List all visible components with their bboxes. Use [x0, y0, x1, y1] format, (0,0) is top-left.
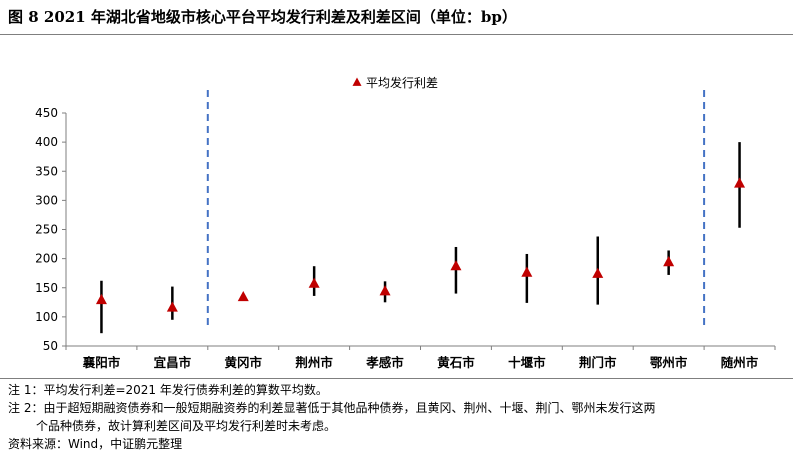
x-category-label: 随州市: [721, 355, 759, 370]
avg-spread-marker: [379, 285, 391, 296]
y-tick-label: 350: [35, 164, 58, 178]
x-category-label: 鄂州市: [650, 355, 688, 370]
x-category-label: 孝感市: [365, 355, 404, 370]
figure-title: 图 8 2021 年湖北省地级市核心平台平均发行利差及利差区间（单位：bp）: [8, 8, 517, 26]
y-tick-label: 450: [35, 106, 58, 120]
avg-spread-marker: [166, 301, 178, 312]
x-category-label: 荆门市: [579, 355, 617, 370]
avg-spread-marker: [308, 277, 320, 288]
y-tick-label: 50: [43, 339, 58, 353]
x-category-label: 襄阳市: [82, 355, 121, 370]
note-1: 注 1：平均发行利差=2021 年发行债券利差的算数平均数。: [8, 383, 328, 397]
avg-spread-marker: [663, 256, 675, 267]
bottom-divider: [0, 378, 793, 379]
y-tick-label: 100: [35, 310, 58, 324]
legend-marker: [352, 77, 362, 86]
x-category-label: 黄冈市: [224, 355, 262, 370]
x-category-label: 十堰市: [508, 355, 546, 370]
notes-block: 注 1：平均发行利差=2021 年发行债券利差的算数平均数。 注 2：由于超短期…: [8, 381, 655, 453]
y-tick-label: 150: [35, 281, 58, 295]
y-tick-label: 400: [35, 135, 58, 149]
y-tick-label: 250: [35, 223, 58, 237]
avg-spread-marker: [95, 293, 107, 305]
note-2: 注 2：由于超短期融资债券和一般短期融资券的利差显著低于其他品种债券，且黄冈、荆…: [8, 401, 656, 415]
legend-label: 平均发行利差: [366, 75, 438, 90]
source-note: 资料来源：Wind，中证鹏元整理: [8, 437, 183, 451]
y-tick-label: 300: [35, 193, 58, 207]
avg-spread-marker: [592, 267, 604, 278]
y-tick-label: 200: [35, 252, 58, 266]
avg-spread-marker: [521, 266, 533, 277]
x-category-label: 黄石市: [437, 355, 475, 370]
x-category-label: 荆州市: [295, 355, 333, 370]
note-2-continued: 个品种债券，故计算利差区间及平均发行利差时未考虑。: [36, 419, 337, 433]
avg-spread-marker: [734, 177, 746, 188]
avg-spread-marker: [450, 260, 462, 271]
avg-spread-marker: [237, 290, 249, 302]
scatter-chart: 50 100 150 200 250 300 350 400 450 襄阳市 宜昌市 黄冈市 荆州市 孝感…: [35, 75, 776, 370]
top-divider: [0, 34, 793, 35]
x-category-label: 宜昌市: [154, 355, 192, 370]
